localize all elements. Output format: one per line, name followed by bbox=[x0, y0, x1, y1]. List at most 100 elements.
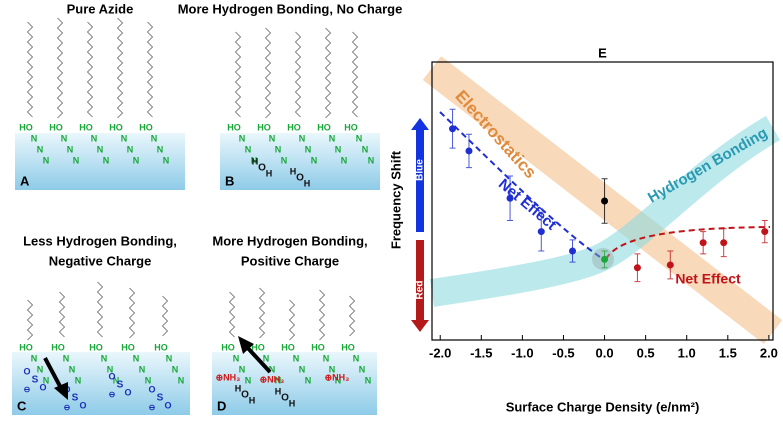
atom-label: N bbox=[43, 155, 50, 165]
atom-label: N bbox=[335, 375, 342, 385]
atom-label: ⊖ bbox=[64, 403, 71, 412]
y-axis-label: Frequency Shift bbox=[388, 150, 403, 249]
x-tick-label: -0.5 bbox=[552, 345, 574, 360]
black-arrow-head bbox=[238, 336, 254, 354]
atom-label: N bbox=[299, 133, 306, 143]
atom-label: S bbox=[157, 393, 164, 404]
atom-label: HO bbox=[49, 122, 63, 132]
alkyl-chain bbox=[324, 27, 332, 119]
blue-arrow bbox=[411, 118, 429, 232]
black-arrow bbox=[43, 357, 64, 391]
atom-label: N bbox=[365, 375, 372, 385]
data-point bbox=[633, 264, 641, 272]
chart-title: E bbox=[598, 45, 607, 60]
atom-label: HO bbox=[227, 122, 241, 132]
atom-label: N bbox=[67, 144, 74, 154]
hydrogen-bonding-band bbox=[429, 115, 781, 307]
panel-label: D bbox=[217, 398, 226, 413]
atom-label: N bbox=[269, 133, 276, 143]
atom-label: H bbox=[289, 398, 296, 408]
atom-label: N bbox=[305, 375, 312, 385]
black-arrow bbox=[243, 343, 272, 374]
atom-label: N bbox=[245, 144, 252, 154]
alkyl-chain bbox=[116, 17, 124, 119]
panel-title: Pure Azide bbox=[67, 1, 134, 16]
black-arrow-head bbox=[54, 382, 68, 400]
atom-label: HO bbox=[109, 122, 123, 132]
atom-label: N bbox=[91, 133, 98, 143]
atom-label: N bbox=[121, 133, 128, 143]
atom-label: HO bbox=[139, 122, 153, 132]
panel-label: C bbox=[17, 398, 27, 413]
atom-label: HO bbox=[341, 342, 355, 352]
direction-label: Blue bbox=[415, 159, 426, 181]
atom-label: O bbox=[258, 163, 266, 174]
atom-label: HO bbox=[121, 342, 135, 352]
atom-label: HO bbox=[287, 122, 301, 132]
panel-label: A bbox=[20, 173, 30, 188]
atom-label: ⊕NH₃ bbox=[216, 372, 241, 382]
x-tick-label: -2.0 bbox=[429, 345, 451, 360]
panel-title: Positive Charge bbox=[241, 253, 339, 268]
x-tick-label: 2.0 bbox=[760, 345, 778, 360]
atom-label: O bbox=[296, 173, 304, 184]
atom-label: N bbox=[356, 133, 363, 143]
atom-label: N bbox=[359, 364, 366, 374]
data-point bbox=[569, 247, 577, 255]
atom-label: HO bbox=[19, 122, 33, 132]
atom-label: N bbox=[61, 133, 68, 143]
atom-label: O bbox=[79, 400, 86, 410]
atom-label: N bbox=[139, 364, 146, 374]
alkyl-chain bbox=[351, 31, 359, 118]
atom-label: N bbox=[311, 155, 318, 165]
atom-label: N bbox=[163, 155, 170, 165]
atom-label: HO bbox=[79, 122, 93, 132]
alkyl-chain bbox=[264, 27, 272, 119]
atom-label: HO bbox=[89, 342, 103, 352]
atom-label: S bbox=[72, 393, 79, 404]
atom-label: H bbox=[290, 166, 297, 176]
atom-label: O bbox=[39, 382, 46, 392]
atom-label: HO bbox=[281, 342, 295, 352]
atom-label: N bbox=[239, 364, 246, 374]
direction-label: Red bbox=[415, 281, 426, 300]
atom-label: H bbox=[235, 383, 242, 393]
atom-label: HO bbox=[257, 122, 271, 132]
alkyl-chain bbox=[228, 291, 236, 338]
panel-label: B bbox=[225, 173, 234, 188]
atom-label: N bbox=[73, 155, 80, 165]
data-point bbox=[601, 197, 609, 205]
atom-label: N bbox=[63, 353, 70, 363]
x-tick-label: 0.0 bbox=[596, 345, 614, 360]
atom-label: N bbox=[31, 133, 38, 143]
data-point bbox=[537, 228, 545, 236]
alkyl-chain bbox=[86, 21, 94, 118]
water-phase bbox=[15, 133, 185, 190]
x-tick-label: 0.5 bbox=[637, 345, 655, 360]
atom-label: N bbox=[75, 375, 82, 385]
data-point bbox=[465, 147, 473, 155]
atom-label: HO bbox=[221, 342, 235, 352]
atom-label: ⊕NH₃ bbox=[325, 372, 350, 382]
atom-label: N bbox=[31, 353, 38, 363]
atom-label: O bbox=[241, 390, 249, 401]
data-point bbox=[761, 228, 769, 236]
red-arrow bbox=[411, 240, 429, 332]
panel-title: Less Hydrogen Bonding, bbox=[23, 233, 177, 248]
atom-label: N bbox=[305, 144, 312, 154]
atom-label: N bbox=[263, 353, 270, 363]
atom-label: N bbox=[172, 364, 179, 374]
alkyl-chain bbox=[318, 289, 326, 341]
alkyl-chain bbox=[294, 31, 302, 118]
alkyl-chain bbox=[56, 17, 64, 119]
atom-label: N bbox=[133, 353, 140, 363]
atom-label: N bbox=[329, 133, 336, 143]
atom-label: O bbox=[281, 393, 289, 404]
atom-label: ⊕NH₃ bbox=[260, 374, 285, 384]
atom-label: N bbox=[103, 155, 110, 165]
atom-label: N bbox=[341, 155, 348, 165]
atom-label: ⊖ bbox=[109, 390, 116, 399]
data-point bbox=[666, 261, 674, 269]
panel-title: Negative Charge bbox=[49, 253, 152, 268]
